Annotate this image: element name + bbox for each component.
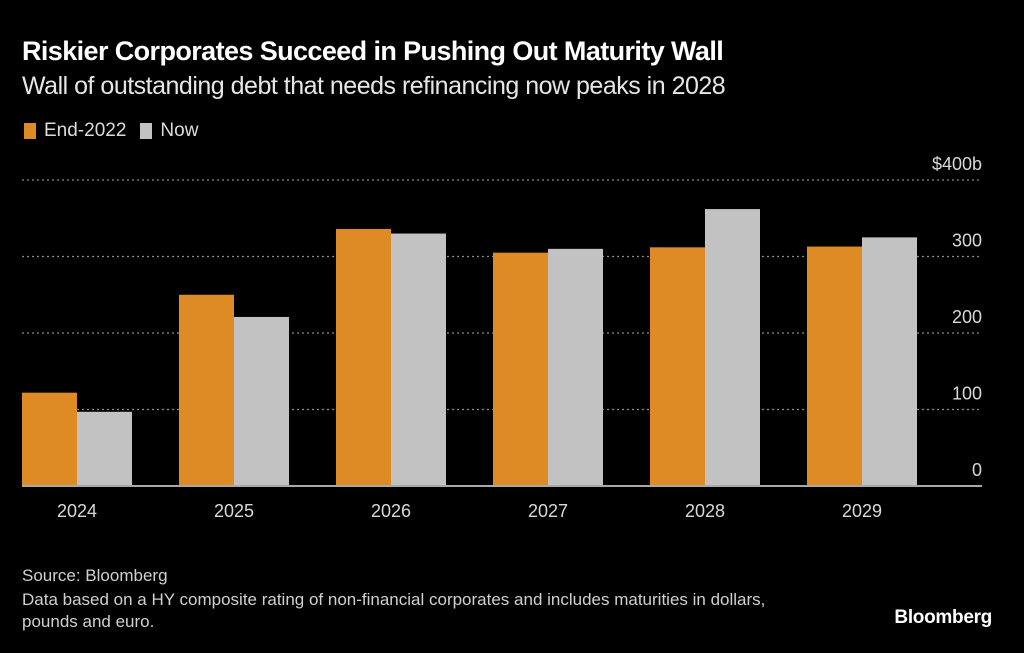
- x-tick-label: 2024: [57, 501, 97, 521]
- bar-now-2029: [862, 237, 917, 486]
- y-tick-label: $400b: [932, 154, 982, 174]
- chart-subtitle: Wall of outstanding debt that needs refi…: [22, 72, 726, 100]
- y-tick-label: 0: [972, 460, 982, 480]
- legend-label-end-2022: End-2022: [44, 120, 127, 141]
- bar-now-2027: [548, 248, 603, 486]
- x-tick-label: 2025: [214, 501, 254, 521]
- x-tick-label: 2026: [371, 501, 411, 521]
- bar-end-2022-2028: [650, 247, 705, 486]
- legend-label-now: Now: [160, 120, 199, 141]
- bar-end-2022-2029: [807, 246, 862, 486]
- y-tick-label: 300: [952, 231, 982, 251]
- bar-end-2022-2026: [336, 228, 391, 486]
- y-tick-label: 100: [952, 384, 982, 404]
- chart-title: Riskier Corporates Succeed in Pushing Ou…: [22, 36, 724, 66]
- legend-item-end-2022: End-2022: [24, 120, 126, 142]
- bar-now-2024: [77, 411, 132, 486]
- legend-swatch-end-2022: [24, 123, 36, 139]
- bar-end-2022-2025: [179, 294, 234, 486]
- bar-chart: 0 100 200 300 $400b 2024 2025 2026 2027 2028 2029: [22, 154, 982, 521]
- x-tick-label: 2027: [528, 501, 568, 521]
- footnote-text: Data based on a HY composite rating of n…: [22, 590, 766, 631]
- y-tick-label: 200: [952, 307, 982, 327]
- source-text: Source: Bloomberg: [22, 566, 168, 585]
- bar-end-2022-2027: [493, 252, 548, 486]
- bar-now-2028: [705, 209, 760, 486]
- x-tick-label: 2028: [685, 501, 725, 521]
- legend: End-2022 Now: [24, 120, 212, 142]
- bar-now-2026: [391, 233, 446, 486]
- bar-now-2025: [234, 316, 289, 486]
- legend-item-now: Now: [140, 120, 198, 142]
- legend-swatch-now: [140, 123, 153, 139]
- x-tick-label: 2029: [842, 501, 882, 521]
- bar-end-2022-2024: [22, 392, 77, 486]
- bloomberg-logo: Bloomberg: [894, 607, 992, 628]
